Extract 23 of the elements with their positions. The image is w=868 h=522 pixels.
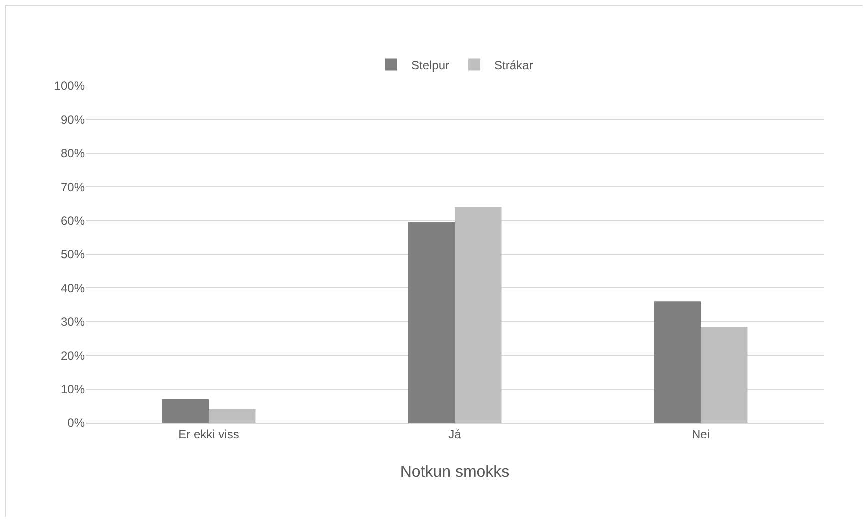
y-tick-label: 50%	[60, 248, 86, 262]
y-tick-label: 60%	[60, 214, 86, 228]
bar	[162, 399, 209, 423]
bar	[455, 207, 502, 423]
bar	[209, 410, 256, 423]
bar	[701, 326, 748, 423]
y-tick-label: 100%	[54, 79, 86, 94]
x-axis-title: Notkun smokks	[400, 464, 510, 482]
y-tick-label: 30%	[60, 315, 86, 330]
y-tick-label: 20%	[60, 348, 86, 363]
y-tick-label: 10%	[60, 382, 86, 396]
y-tick-label: 40%	[60, 281, 86, 296]
y-tick-label: 90%	[60, 112, 86, 127]
y-tick-label: 80%	[60, 146, 86, 161]
bar	[408, 222, 455, 423]
legend-label: Stelpur	[412, 58, 450, 72]
bar	[654, 302, 701, 423]
y-tick-label: 70%	[60, 180, 86, 194]
x-tick-label: Nei	[692, 427, 710, 442]
y-tick-label: 0%	[68, 416, 86, 430]
x-tick-label: Er ekki viss	[178, 427, 240, 442]
legend-label: Strákar	[494, 58, 534, 72]
x-tick-label: Já	[448, 427, 462, 442]
